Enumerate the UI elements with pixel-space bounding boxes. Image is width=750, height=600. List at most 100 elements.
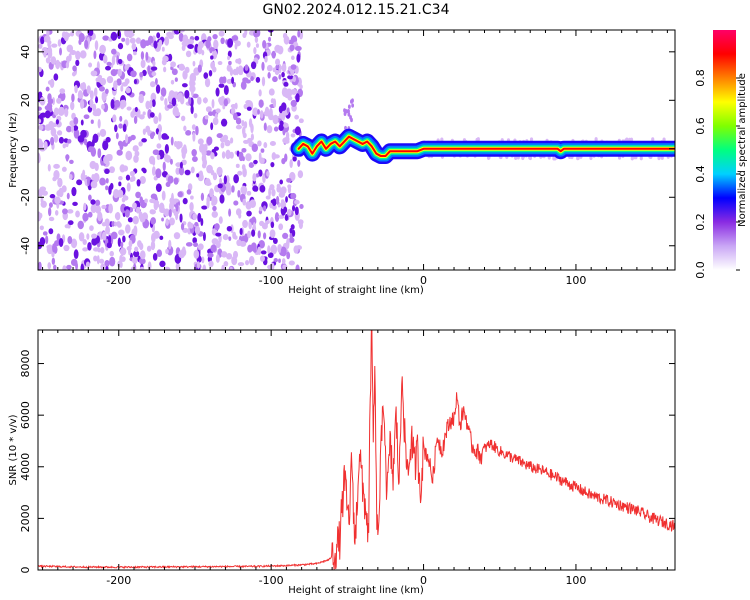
noise-speckle [200, 218, 204, 226]
noise-speckle [235, 163, 240, 168]
noise-speckle [202, 97, 208, 104]
noise-speckle [222, 104, 226, 110]
noise-speckle [53, 264, 57, 270]
noise-speckle [218, 30, 225, 37]
noise-speckle [110, 99, 115, 110]
noise-speckle [161, 217, 164, 222]
snr-x-axis-label: Height of straight line (km) [288, 585, 424, 596]
noise-speckle [215, 108, 221, 114]
noise-speckle [272, 198, 277, 207]
noise-speckle [50, 136, 55, 146]
noise-speckle [285, 240, 290, 249]
noise-speckle [46, 102, 53, 110]
noise-speckle [50, 56, 57, 65]
noise-speckle [160, 95, 164, 101]
noise-speckle [225, 149, 231, 160]
noise-speckle [146, 245, 152, 252]
noise-speckle [211, 210, 218, 218]
noise-speckle [298, 118, 304, 124]
noise-speckle [202, 264, 207, 270]
noise-speckle [225, 253, 233, 260]
noise-speckle [194, 35, 200, 41]
noise-speckle [124, 78, 130, 85]
noise-speckle [237, 58, 242, 65]
noise-speckle [178, 32, 184, 42]
noise-speckle [204, 115, 209, 120]
noise-speckle [286, 107, 290, 114]
noise-speckle [111, 48, 117, 55]
noise-speckle [133, 51, 137, 56]
noise-speckle [38, 140, 44, 149]
noise-speckle [104, 88, 109, 94]
noise-speckle [263, 205, 267, 212]
noise-speckle [280, 246, 287, 257]
noise-speckle [267, 72, 271, 79]
noise-speckle [98, 86, 105, 92]
noise-speckle [75, 50, 81, 61]
noise-speckle [235, 117, 242, 125]
noise-speckle [282, 232, 289, 239]
snr-x-tick-label: -100 [259, 574, 284, 587]
noise-speckle [290, 55, 295, 61]
noise-speckle [257, 230, 261, 239]
noise-speckle [281, 63, 287, 73]
noise-speckle [133, 250, 140, 258]
noise-speckle [257, 140, 262, 147]
noise-speckle [235, 66, 239, 76]
noise-speckle [132, 145, 139, 152]
noise-speckle [212, 34, 218, 40]
noise-speckle [114, 99, 121, 108]
noise-speckle [95, 96, 99, 104]
noise-speckle [125, 224, 131, 234]
noise-speckle [250, 123, 254, 134]
noise-speckle [105, 65, 111, 71]
noise-speckle [149, 81, 156, 88]
noise-speckle [57, 39, 62, 47]
noise-speckle [287, 185, 292, 194]
noise-speckle [101, 204, 107, 210]
noise-speckle [115, 211, 121, 221]
noise-speckle [180, 115, 186, 122]
noise-speckle [187, 39, 194, 45]
noise-speckle [261, 61, 265, 71]
noise-speckle [168, 208, 172, 218]
noise-speckle [58, 136, 64, 144]
snr-y-tick-label: 0 [19, 567, 32, 574]
noise-speckle [71, 71, 76, 77]
noise-speckle [95, 205, 102, 214]
noise-speckle [272, 114, 279, 125]
noise-speckle [286, 177, 292, 183]
noise-speckle [182, 70, 188, 80]
colorbar-gradient [713, 30, 736, 270]
noise-speckle [39, 186, 47, 192]
noise-speckle [38, 118, 42, 124]
noise-speckle [58, 187, 64, 198]
noise-speckle [173, 232, 181, 240]
noise-speckle [190, 195, 194, 200]
noise-speckle [201, 256, 205, 264]
noise-speckle [177, 191, 183, 198]
noise-speckle [197, 44, 203, 55]
noise-speckle [96, 255, 100, 265]
noise-speckle [41, 190, 48, 196]
noise-speckle [191, 124, 196, 130]
noise-speckle [257, 246, 262, 256]
noise-speckle [278, 74, 282, 80]
noise-speckle [205, 181, 212, 186]
noise-speckle [155, 84, 161, 94]
noise-speckle [119, 115, 123, 122]
noise-speckle [88, 62, 93, 68]
noise-speckle [216, 133, 223, 139]
noise-speckle [270, 98, 275, 104]
noise-speckle [153, 230, 160, 239]
noise-speckle [242, 167, 247, 178]
noise-speckle [219, 194, 225, 204]
noise-speckle [163, 266, 171, 270]
ridge-halo-speckle [529, 137, 534, 142]
noise-speckle [227, 38, 234, 48]
noise-speckle [281, 110, 286, 121]
noise-speckle [82, 169, 86, 178]
noise-speckle [140, 51, 145, 60]
